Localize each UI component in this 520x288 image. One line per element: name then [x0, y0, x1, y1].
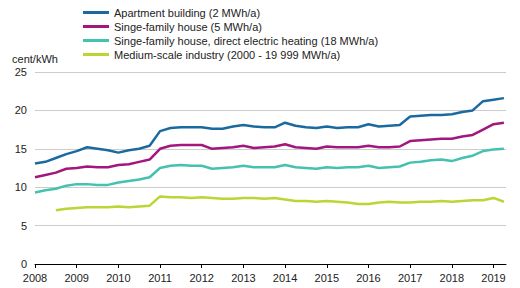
svg-text:Singe-family house, direct ele: Singe-family house, direct electric heat…: [114, 35, 378, 47]
svg-text:2016: 2016: [356, 272, 380, 284]
svg-text:2018: 2018: [440, 272, 464, 284]
svg-text:10: 10: [15, 181, 27, 193]
svg-text:Apartment building (2 MWh/a): Apartment building (2 MWh/a): [114, 7, 260, 19]
svg-text:0: 0: [21, 258, 27, 270]
svg-text:25: 25: [15, 66, 27, 78]
svg-text:2015: 2015: [315, 272, 339, 284]
svg-text:2014: 2014: [273, 272, 297, 284]
svg-text:cent/kWh: cent/kWh: [12, 53, 58, 65]
svg-text:2011: 2011: [148, 272, 172, 284]
svg-text:2017: 2017: [398, 272, 422, 284]
svg-text:5: 5: [21, 220, 27, 232]
svg-text:2010: 2010: [106, 272, 130, 284]
svg-text:Singe-family house (5 MWh/a): Singe-family house (5 MWh/a): [114, 21, 262, 33]
svg-text:Medium-scale industry (2000 -: Medium-scale industry (2000 - 19 999 MWh…: [114, 49, 340, 61]
svg-text:2008: 2008: [23, 272, 47, 284]
svg-text:2012: 2012: [189, 272, 213, 284]
svg-text:2019: 2019: [481, 272, 505, 284]
svg-text:2013: 2013: [231, 272, 255, 284]
svg-text:20: 20: [15, 104, 27, 116]
svg-text:15: 15: [15, 143, 27, 155]
svg-text:2009: 2009: [64, 272, 88, 284]
